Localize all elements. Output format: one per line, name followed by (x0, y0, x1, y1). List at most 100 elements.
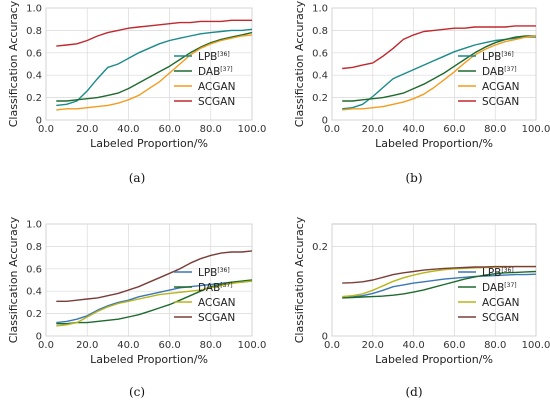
panel-caption: (b) (405, 171, 422, 185)
x-tick-label: 0.0 (38, 124, 54, 135)
x-tick-label: 0.0 (38, 340, 54, 351)
y-tick-label: 0 (36, 332, 42, 343)
y-axis-label: Classification Accuracy (7, 0, 20, 127)
legend-series-name: SCGAN (482, 96, 519, 108)
x-tick-label: 100.0 (238, 124, 267, 135)
x-tick-label: 60.0 (443, 340, 465, 351)
legend-reference: [37] (504, 66, 516, 73)
x-tick-label: 20.0 (362, 340, 384, 351)
legend-reference: [36] (217, 51, 229, 58)
y-tick-label: 0.2 (26, 309, 42, 320)
chart-panel: 0.0 20.0 40.0 60.0 80.0 100.0 0 0.2 0.4 0.6 0.8 1.0… (7, 0, 266, 185)
series-line-acgan (56, 280, 253, 327)
legend-series-name: DAB (198, 66, 220, 78)
x-tick-label: 20.0 (362, 124, 384, 135)
y-tick-label: 1.0 (312, 4, 328, 15)
y-tick-label: 0.4 (26, 71, 42, 82)
panel-caption: (d) (405, 385, 422, 399)
legend-series-name: ACGAN (482, 81, 520, 93)
series-line-dab (342, 270, 537, 299)
series-line-lpb (342, 273, 537, 299)
legend-label: ACGAN (482, 81, 520, 93)
y-tick-label: 0.6 (26, 48, 42, 59)
y-tick-label: 0 (322, 332, 328, 343)
series-line-lpb (56, 280, 253, 324)
chart-panel: 0.0 20.0 40.0 60.0 80.0 100.0 0 0.2 0.4 0.6 0.8 1.0… (293, 0, 550, 185)
x-tick-label: 60.0 (158, 124, 180, 135)
y-tick-label: 0.4 (312, 71, 328, 82)
legend-series-name: DAB (482, 282, 504, 294)
chart-panel: 0.0 20.0 40.0 60.0 80.0 100.0 0 0.2 0.4 0.6 0.8 1.0… (7, 216, 266, 399)
legend-label: ACGAN (482, 297, 520, 309)
y-axis-label: Classification Accuracy (7, 216, 20, 343)
x-axis-label: Labeled Proportion/% (375, 353, 493, 366)
x-tick-label: 80.0 (484, 340, 506, 351)
legend-label: ACGAN (198, 297, 236, 309)
legend-label: DAB[37] (482, 66, 517, 78)
legend-series-name: ACGAN (198, 81, 236, 93)
legend-label: LPB[36] (482, 51, 514, 63)
x-tick-label: 80.0 (484, 124, 506, 135)
x-tick-label: 100.0 (522, 340, 550, 351)
legend-series-name: LPB (198, 267, 217, 279)
legend-series-name: LPB (482, 267, 501, 279)
series-line-dab (342, 35, 536, 102)
legend-label: SCGAN (198, 312, 235, 324)
panel-caption: (a) (129, 171, 146, 185)
legend-reference: [36] (501, 267, 513, 274)
legend-reference: [37] (504, 282, 516, 289)
legend-label: SCGAN (482, 96, 519, 108)
x-tick-label: 0.0 (324, 340, 340, 351)
series-line-scgan (342, 25, 536, 70)
legend-series-name: DAB (482, 66, 504, 78)
x-tick-label: 80.0 (200, 340, 222, 351)
x-tick-label: 20.0 (76, 340, 98, 351)
x-tick-label: 80.0 (200, 124, 222, 135)
series-line-scgan (342, 265, 536, 284)
x-tick-label: 40.0 (117, 340, 139, 351)
legend-reference: [36] (217, 267, 229, 274)
legend-label: ACGAN (198, 81, 236, 93)
x-tick-label: 100.0 (522, 124, 550, 135)
legend-series-name: LPB (198, 51, 217, 63)
x-tick-label: 0.0 (324, 124, 340, 135)
legend-label: LPB[36] (198, 267, 230, 279)
plot-frame (45, 7, 253, 121)
series-line-lpb (56, 28, 253, 107)
y-tick-label: 0.8 (312, 26, 328, 37)
x-tick-label: 60.0 (158, 340, 180, 351)
y-axis-label: Classification Accuracy (293, 216, 306, 343)
y-tick-label: 0.4 (26, 287, 42, 298)
y-tick-label: 0.8 (26, 242, 42, 253)
chart-panel: 0.0 20.0 40.0 60.0 80.0 100.000.2LPB[36]DAB[3… (293, 216, 550, 399)
legend-series-name: SCGAN (198, 96, 235, 108)
y-tick-label: 0.6 (312, 48, 328, 59)
legend-series-name: ACGAN (482, 297, 520, 309)
y-tick-label: 0 (322, 116, 328, 127)
x-axis-label: Labeled Proportion/% (90, 137, 208, 150)
y-tick-label: 0.6 (26, 264, 42, 275)
y-tick-label: 1.0 (26, 4, 42, 15)
series-line-acgan (56, 34, 253, 111)
legend-reference: [37] (220, 282, 232, 289)
legend-series-name: ACGAN (198, 297, 236, 309)
panel-caption: (c) (129, 385, 145, 399)
legend-label: DAB[37] (198, 66, 233, 78)
series-line-acgan (342, 35, 537, 111)
x-tick-label: 40.0 (117, 124, 139, 135)
series-line-dab (56, 31, 253, 102)
legend-series-name: LPB (482, 51, 501, 63)
x-tick-label: 40.0 (402, 340, 424, 351)
y-tick-label: 0.2 (26, 93, 42, 104)
legend-label: LPB[36] (198, 51, 230, 63)
legend-reference: [37] (220, 66, 232, 73)
legend-label: LPB[36] (482, 267, 514, 279)
y-tick-label: 1.0 (26, 220, 42, 231)
series-line-dab (56, 279, 253, 325)
x-axis-label: Labeled Proportion/% (90, 353, 208, 366)
y-axis-label: Classification Accuracy (293, 0, 306, 127)
legend-series-name: SCGAN (482, 312, 519, 324)
y-tick-label: 0.2 (312, 242, 328, 253)
series-line-scgan (56, 19, 252, 47)
